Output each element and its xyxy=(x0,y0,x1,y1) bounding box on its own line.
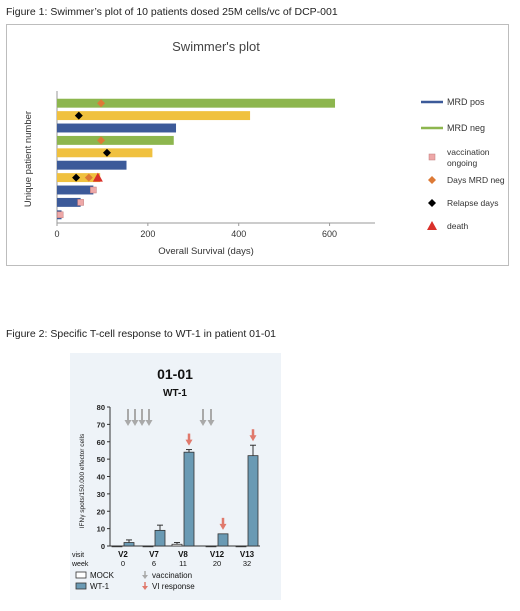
legend-mock-label: MOCK xyxy=(90,571,115,580)
legend-mrd-neg-label: MRD neg xyxy=(447,123,485,133)
vaccination-marker xyxy=(77,199,84,206)
vi-response-arrow-head xyxy=(185,439,193,446)
y-tick-label: 70 xyxy=(97,420,105,429)
visit-label: V2 xyxy=(118,550,128,559)
legend-wt1-label: WT-1 xyxy=(90,582,110,591)
vi-response-arrow-head xyxy=(219,523,227,530)
legend-vi-response-label: VI response xyxy=(152,582,195,591)
figure1-caption: Figure 1: Swimmer’s plot of 10 patients … xyxy=(6,6,338,18)
y-tick-label: 60 xyxy=(97,438,105,447)
y-tick-label: 80 xyxy=(97,403,105,412)
days-mrd-neg-marker xyxy=(97,136,106,145)
legend-wt1-swatch xyxy=(75,582,87,590)
week-label: 11 xyxy=(179,559,187,568)
mock-bar xyxy=(205,545,217,548)
figure2-caption: Figure 2: Specific T-cell response to WT… xyxy=(6,328,277,340)
y-tick-label: 50 xyxy=(97,455,105,464)
wt1-bar xyxy=(183,451,195,547)
week-label: 32 xyxy=(243,559,251,568)
week-row-label: week xyxy=(71,561,89,568)
legend-days-mrd-neg-swatch xyxy=(428,176,436,184)
wt1-bar xyxy=(154,529,166,547)
relapse-marker xyxy=(72,173,81,182)
x-tick-label: 400 xyxy=(231,229,246,239)
swimmer-bar xyxy=(57,197,81,207)
y-axis-label: Unique patient number xyxy=(23,111,34,207)
week-label: 6 xyxy=(152,559,156,568)
swimmer-bar xyxy=(57,98,336,108)
legend-death-swatch xyxy=(427,221,437,230)
legend-vaccination-arrow-head xyxy=(142,575,148,579)
relapse-marker xyxy=(74,111,83,120)
swimmer-bar xyxy=(57,123,177,133)
vaccination-arrow-head xyxy=(138,420,146,426)
mock-bar xyxy=(142,545,154,548)
x-axis-label: Overall Survival (days) xyxy=(158,246,254,257)
week-label: 0 xyxy=(121,559,125,568)
wt1-bar xyxy=(217,533,229,547)
death-marker xyxy=(92,172,103,182)
week-label: 20 xyxy=(213,559,221,568)
chart-subtitle: WT-1 xyxy=(163,388,187,399)
chart-title: Swimmer's plot xyxy=(172,39,260,54)
y-tick-label: 20 xyxy=(97,507,105,516)
visit-label: V13 xyxy=(240,550,255,559)
legend-mock-swatch xyxy=(75,571,87,579)
vi-response-arrow-head xyxy=(249,435,257,442)
vaccination-marker xyxy=(56,211,64,219)
legend-vaccination-label-line2: ongoing xyxy=(447,158,478,168)
swimmer-bar xyxy=(57,160,127,170)
legend-vaccination-swatch xyxy=(428,153,436,161)
y-tick-label: 0 xyxy=(101,542,105,551)
x-tick-label: 600 xyxy=(322,229,337,239)
days-mrd-neg-marker xyxy=(84,173,93,182)
vaccination-arrow-head xyxy=(124,420,132,426)
swimmer-bar xyxy=(57,185,94,195)
y-axis-label: IFNγ spots/150.000 effector cells xyxy=(79,433,86,528)
x-tick-label: 200 xyxy=(140,229,155,239)
swimmer-plot-panel: Swimmer's plot 0 200 400 600 Overall Survival… xyxy=(6,24,509,266)
vaccination-arrow-head xyxy=(207,420,215,426)
wt1-bar xyxy=(247,455,259,547)
y-tick-label: 40 xyxy=(97,473,105,482)
mock-bar xyxy=(111,545,123,548)
mock-bar xyxy=(171,543,183,547)
visit-label: V8 xyxy=(178,550,188,559)
t-cell-response-panel: 01-01 WT-1 0 10 20 30 40 50 60 70 80 IFNγ spots/150… xyxy=(70,353,281,600)
legend-days-mrd-neg-label: Days MRD neg xyxy=(447,175,505,185)
swimmer-bar xyxy=(57,135,174,145)
legend-mrd-pos-label: MRD pos xyxy=(447,97,485,107)
legend-relapse-label: Relapse days xyxy=(447,198,499,208)
legend-vaccination-label: vaccination xyxy=(152,571,192,580)
legend-vi-response-arrow-head xyxy=(142,586,148,590)
vaccination-marker xyxy=(90,186,97,194)
vaccination-arrow-head xyxy=(199,420,207,426)
swimmer-bar xyxy=(57,111,251,121)
visit-row-label: visit xyxy=(72,552,84,559)
swimmer-plot-svg: Swimmer's plot 0 200 400 600 Overall Survival… xyxy=(23,39,505,257)
visit-label: V7 xyxy=(149,550,159,559)
legend-death-label: death xyxy=(447,221,469,231)
mock-bar xyxy=(235,545,247,548)
y-tick-label: 10 xyxy=(97,525,105,534)
relapse-marker xyxy=(102,148,111,157)
vaccination-arrow-head xyxy=(145,420,153,426)
wt1-bar xyxy=(123,542,135,547)
visit-label: V12 xyxy=(210,550,225,559)
legend-vaccination-label-line1: vaccination xyxy=(447,147,490,157)
days-mrd-neg-marker xyxy=(97,99,106,108)
legend-relapse-swatch xyxy=(428,199,436,207)
x-tick-label: 0 xyxy=(54,229,59,239)
vaccination-arrow-head xyxy=(131,420,139,426)
y-tick-label: 30 xyxy=(97,490,105,499)
chart-title: 01-01 xyxy=(157,366,193,382)
